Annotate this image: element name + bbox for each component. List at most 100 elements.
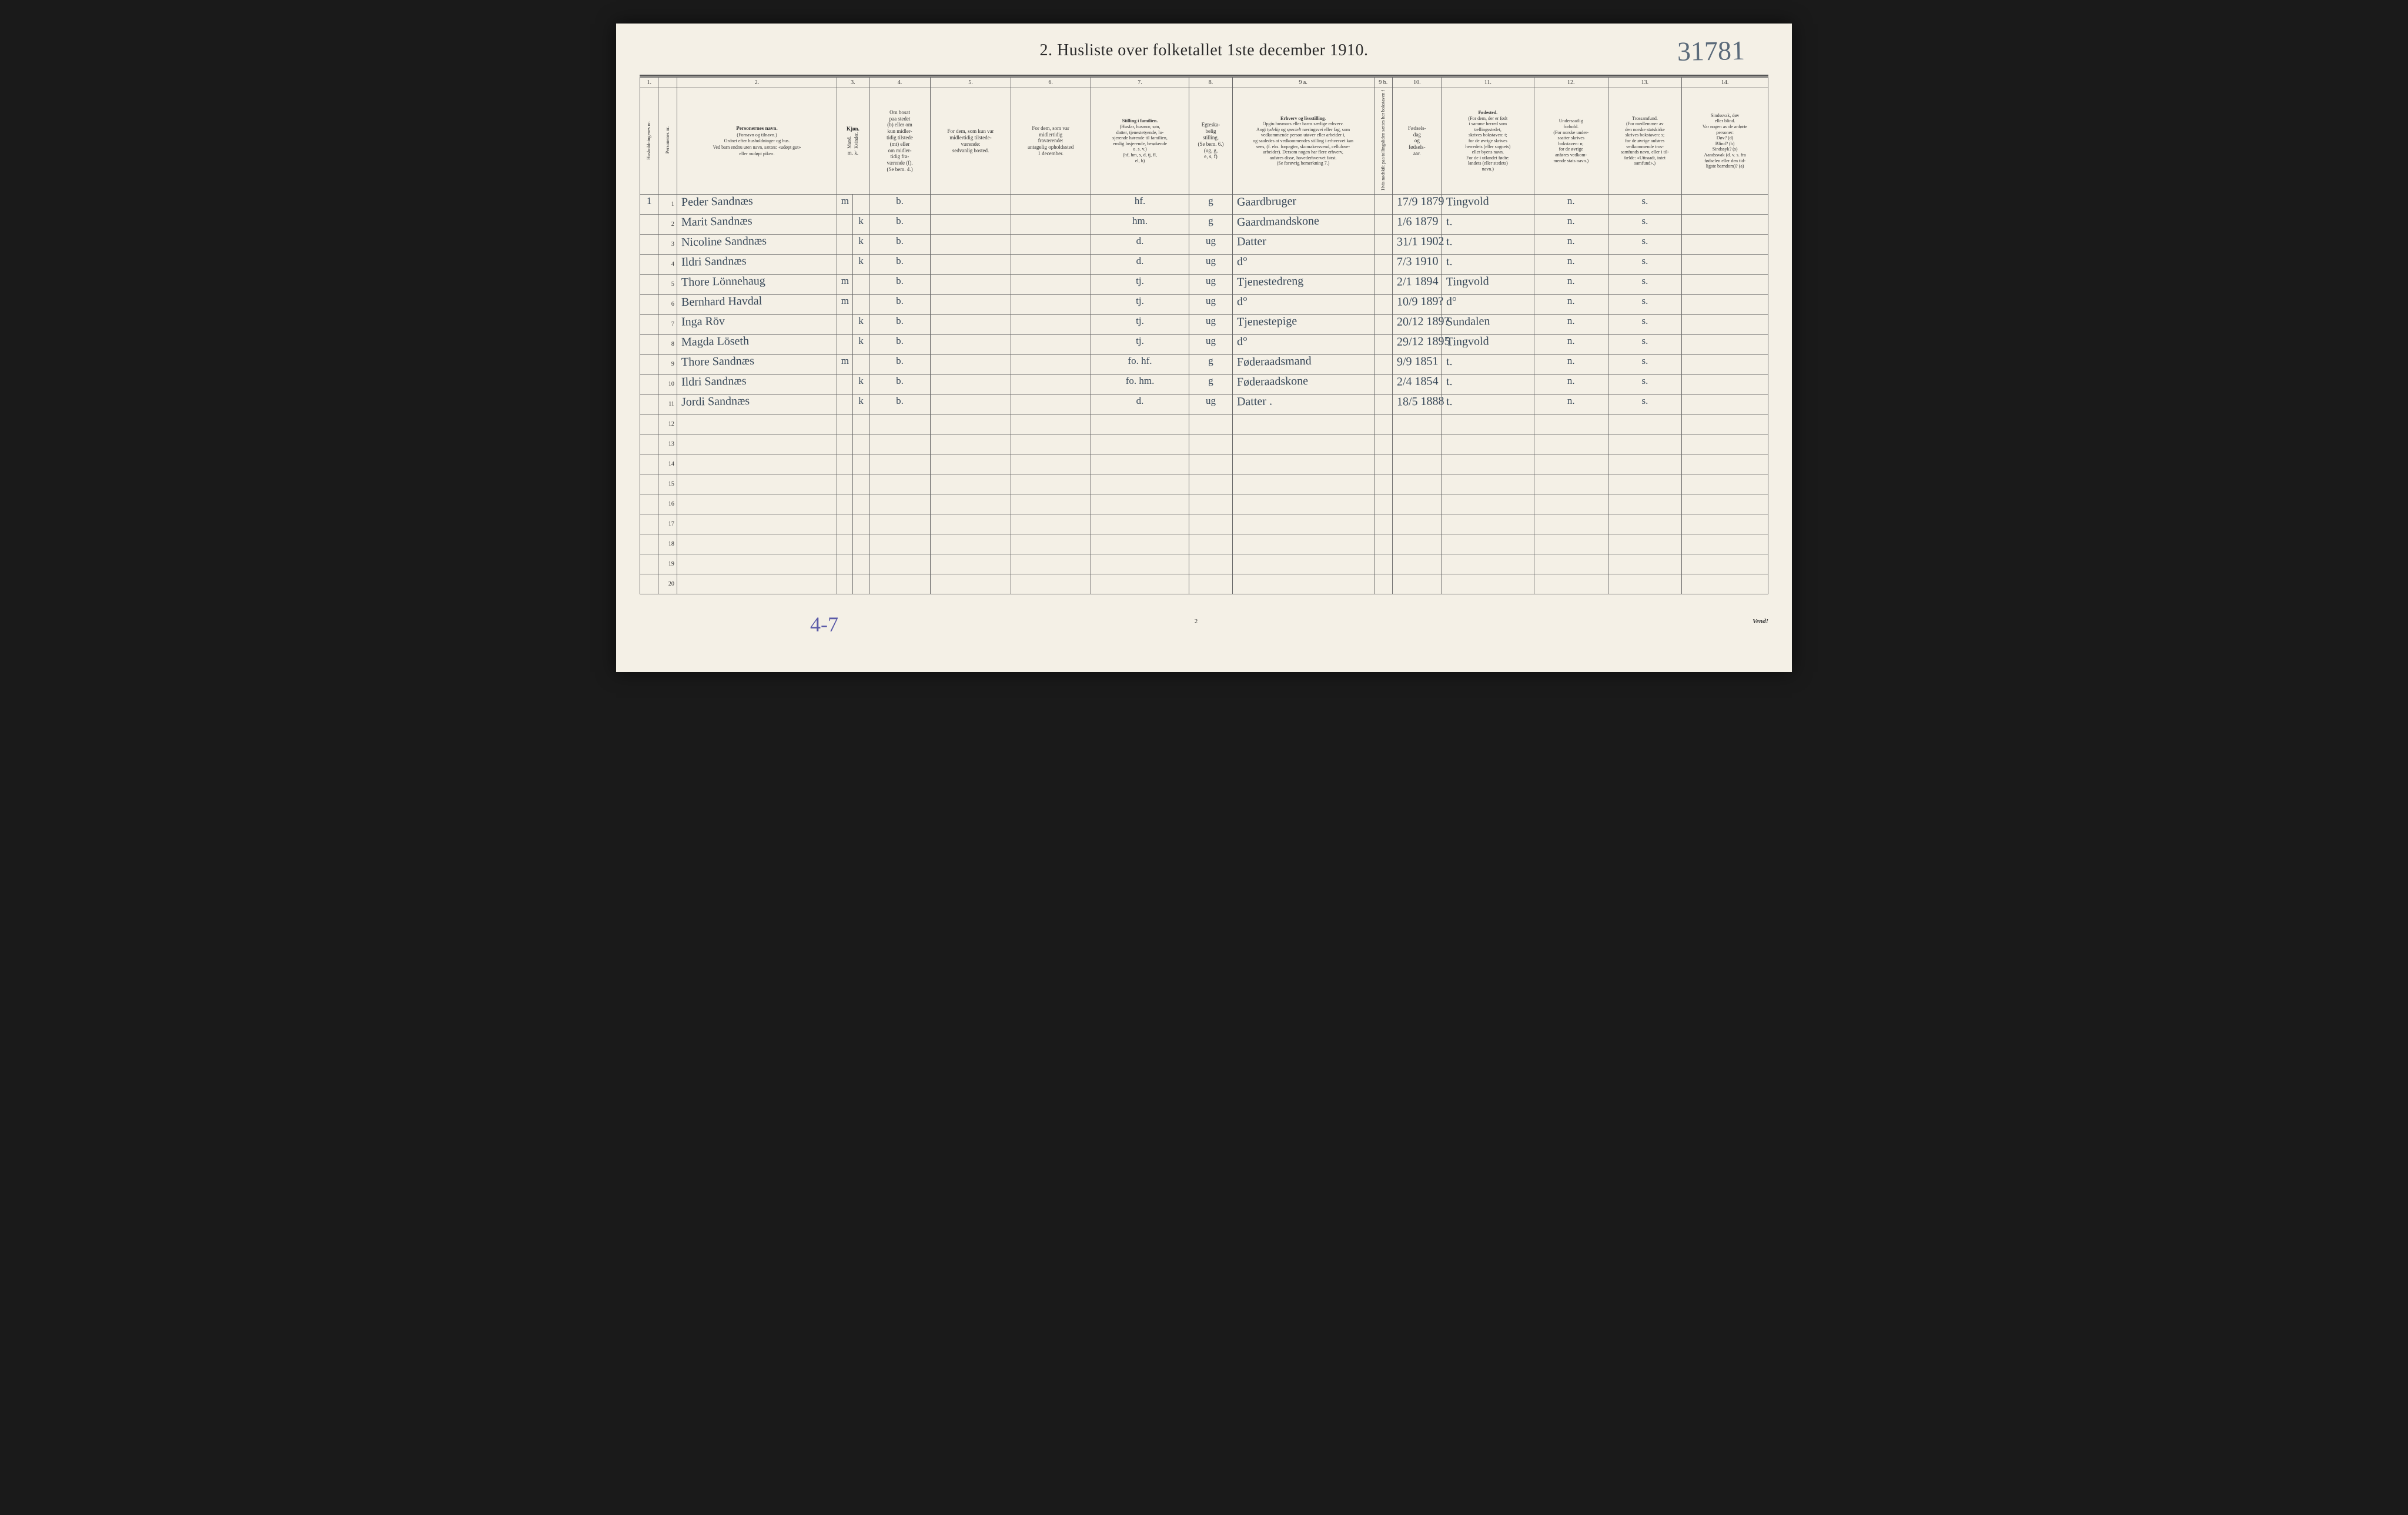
table-row: 6Bernhard Havdalmb.tj.ugd°10/9 189?d°n.s…	[640, 294, 1768, 314]
cell-c9b	[1374, 194, 1392, 214]
cell-birthpl: t.	[1442, 254, 1534, 274]
cell-res: b.	[869, 394, 931, 414]
cell-mar: ug	[1189, 334, 1232, 354]
cell-name: Marit Sandnæs	[677, 214, 837, 234]
title-row: 2. Husliste over folketallet 1ste decemb…	[640, 41, 1768, 60]
cell-nat: n.	[1534, 394, 1608, 414]
cell-occ: Gaardmandskone	[1232, 214, 1374, 234]
cell-birthpl: t.	[1442, 374, 1534, 394]
cell-dob: 9/9 1851	[1392, 354, 1442, 374]
cell-fam: fo. hf.	[1091, 354, 1189, 374]
cell-hh	[640, 334, 658, 354]
cell-c9b	[1374, 294, 1392, 314]
handwritten-bottom: 4-7	[810, 612, 838, 637]
colnum: 4.	[869, 78, 931, 88]
cell-nat: n.	[1534, 314, 1608, 334]
cell-c5	[931, 334, 1011, 354]
cell-empty	[837, 454, 853, 474]
cell-c6	[1011, 294, 1091, 314]
cell-dob: 20/12 189?	[1392, 314, 1442, 334]
cell-empty	[1232, 574, 1374, 594]
cell-c14	[1682, 274, 1768, 294]
cell-empty	[869, 414, 931, 434]
cell-c6	[1011, 194, 1091, 214]
cell-mar: ug	[1189, 254, 1232, 274]
cell-c5	[931, 354, 1011, 374]
cell-c14	[1682, 194, 1768, 214]
cell-c9b	[1374, 374, 1392, 394]
cell-empty	[853, 554, 869, 574]
cell-empty	[1608, 554, 1682, 574]
cell-empty	[1011, 494, 1091, 514]
cell-empty	[640, 454, 658, 474]
hdr-pers-nr: Personenes nr.	[658, 88, 677, 195]
cell-c6	[1011, 314, 1091, 334]
cell-empty	[1374, 414, 1392, 434]
cell-empty	[853, 434, 869, 454]
cell-sex_k: k	[853, 394, 869, 414]
cell-sex_k: k	[853, 214, 869, 234]
table-row: 3Nicoline Sandnæskb.d.ugDatter31/1 1902t…	[640, 234, 1768, 254]
cell-mar: g	[1189, 354, 1232, 374]
cell-c5	[931, 374, 1011, 394]
hdr-family-pos: Stilling i familien.(Husfar, husmor, søn…	[1091, 88, 1189, 195]
cell-empty	[1189, 514, 1232, 534]
cell-birthpl: Sundalen	[1442, 314, 1534, 334]
cell-empty	[931, 414, 1011, 434]
cell-c6	[1011, 234, 1091, 254]
cell-empty	[869, 474, 931, 494]
cell-res: b.	[869, 274, 931, 294]
cell-empty	[869, 514, 931, 534]
colnum: 9 b.	[1374, 78, 1392, 88]
cell-empty	[869, 494, 931, 514]
cell-empty	[677, 434, 837, 454]
colnum: 8.	[1189, 78, 1232, 88]
cell-empty	[1682, 494, 1768, 514]
cell-empty	[1091, 514, 1189, 534]
cell-name: Inga Röv	[677, 314, 837, 334]
cell-c6	[1011, 274, 1091, 294]
cell-empty	[837, 574, 853, 594]
cell-name: Ildri Sandnæs	[677, 254, 837, 274]
cell-c9b	[1374, 214, 1392, 234]
cell-rel: s.	[1608, 314, 1682, 334]
cell-empty	[640, 494, 658, 514]
cell-c6	[1011, 374, 1091, 394]
cell-c9b	[1374, 274, 1392, 294]
cell-sex_k	[853, 294, 869, 314]
cell-c6	[1011, 214, 1091, 234]
cell-empty	[1608, 454, 1682, 474]
cell-empty	[1374, 434, 1392, 454]
cell-empty	[640, 414, 658, 434]
cell-empty	[853, 454, 869, 474]
cell-mar: ug	[1189, 294, 1232, 314]
cell-empty: 19	[658, 554, 677, 574]
cell-c14	[1682, 374, 1768, 394]
hdr-residence: Om bosat paa stedet (b) eller om kun mid…	[869, 88, 931, 195]
cell-occ: Føderaadsmand	[1232, 354, 1374, 374]
cell-occ: Gaardbruger	[1232, 194, 1374, 214]
colnum: 9 a.	[1232, 78, 1374, 88]
cell-empty	[1091, 534, 1189, 554]
cell-rel: s.	[1608, 214, 1682, 234]
table-body: 11Peder Sandnæsmb.hf.gGaardbruger17/9 18…	[640, 194, 1768, 594]
cell-c5	[931, 394, 1011, 414]
cell-c9b	[1374, 334, 1392, 354]
cell-empty	[1534, 574, 1608, 594]
cell-birthpl: d°	[1442, 294, 1534, 314]
cell-hh: 1	[640, 194, 658, 214]
table-row-empty: 18	[640, 534, 1768, 554]
table-row: 9Thore Sandnæsmb.fo. hf.gFøderaadsmand9/…	[640, 354, 1768, 374]
cell-empty	[1189, 574, 1232, 594]
cell-nat: n.	[1534, 254, 1608, 274]
cell-empty	[1392, 414, 1442, 434]
cell-dob: 2/4 1854	[1392, 374, 1442, 394]
cell-empty	[1011, 554, 1091, 574]
cell-name: Thore Lönnehaug	[677, 274, 837, 294]
page-title: 2. Husliste over folketallet 1ste decemb…	[1040, 41, 1369, 60]
colnum: 5.	[931, 78, 1011, 88]
colnum: 12.	[1534, 78, 1608, 88]
hdr-usual-place: For dem, som kun var midlertidig tilsted…	[931, 88, 1011, 195]
cell-name: Bernhard Havdal	[677, 294, 837, 314]
cell-rel: s.	[1608, 374, 1682, 394]
